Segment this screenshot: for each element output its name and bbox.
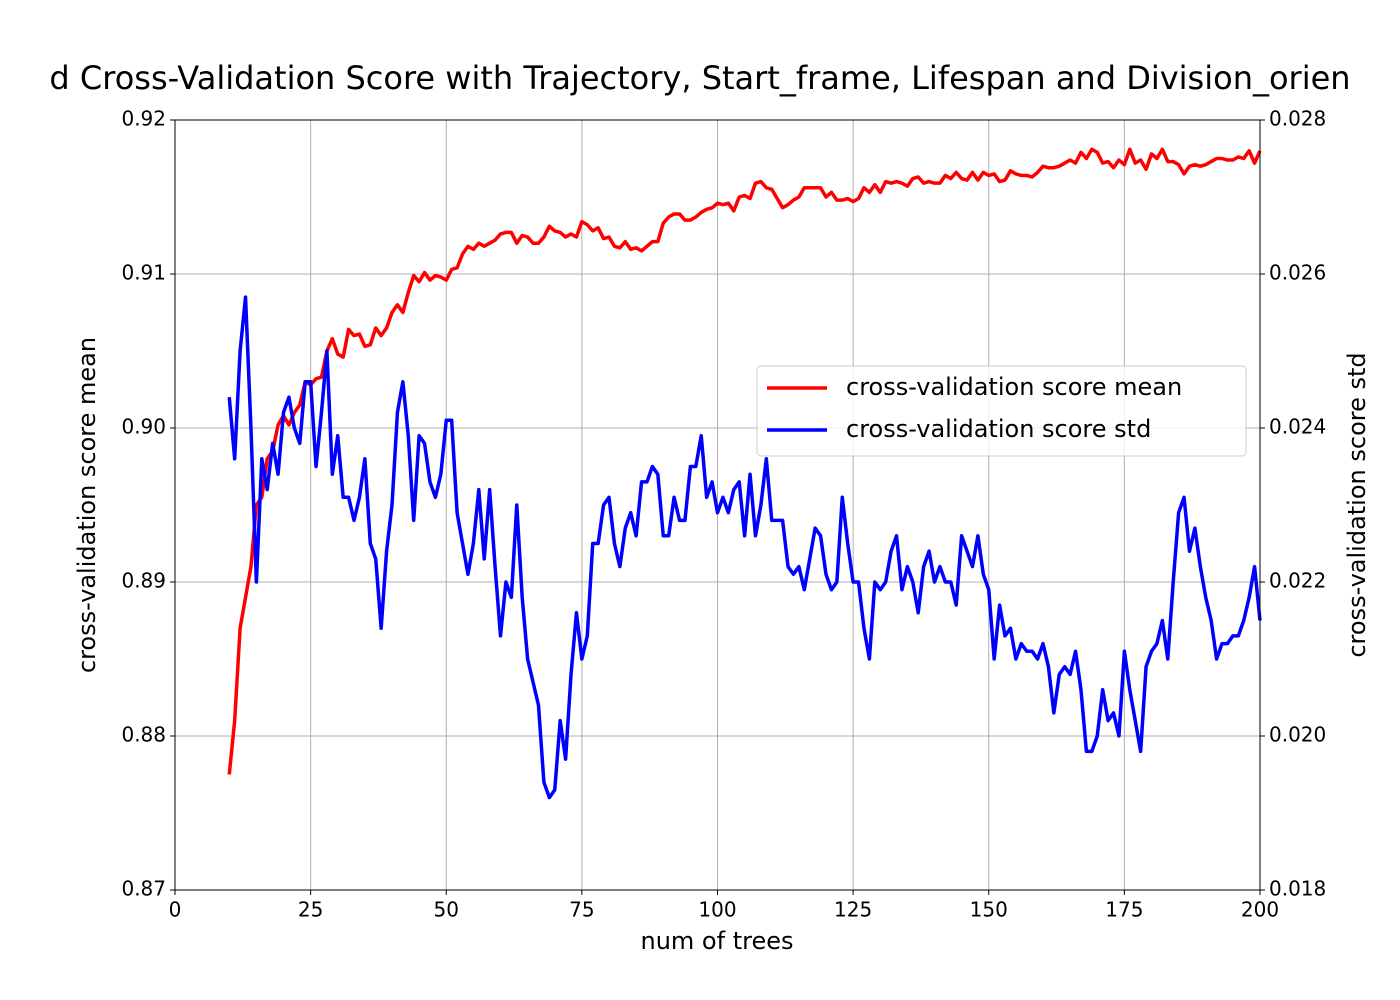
data-line	[227, 147, 1262, 775]
y-tick-label: 0.88	[121, 723, 166, 747]
y-axis-label: cross-validation score mean	[73, 337, 101, 673]
y-tick-label: 0.92	[121, 107, 166, 131]
legend-box	[756, 365, 1247, 457]
y2-axis-label: cross-validation score std	[1343, 352, 1371, 657]
legend-label: cross-validation score std	[846, 415, 1151, 443]
chart-title: d Cross-Validation Score with Trajectory…	[49, 59, 1350, 97]
x-axis-label: num of trees	[641, 927, 794, 955]
data-line	[227, 295, 1262, 800]
y2-tick-label: 0.022	[1269, 569, 1326, 593]
y-tick-label: 0.91	[121, 261, 166, 285]
y2-tick-label: 0.018	[1269, 877, 1326, 901]
x-tick-label: 25	[298, 898, 323, 922]
x-tick-label: 75	[569, 898, 594, 922]
y2-tick-label: 0.024	[1269, 415, 1326, 439]
x-tick-label: 150	[970, 898, 1008, 922]
x-tick-label: 125	[834, 898, 872, 922]
x-tick-label: 50	[434, 898, 459, 922]
y-tick-label: 0.89	[121, 569, 166, 593]
y-tick-label: 0.87	[121, 877, 166, 901]
y2-tick-label: 0.020	[1269, 723, 1326, 747]
legend-label: cross-validation score mean	[846, 373, 1182, 401]
y2-tick-label: 0.028	[1269, 107, 1326, 131]
x-tick-label: 0	[169, 898, 182, 922]
y-tick-label: 0.90	[121, 415, 166, 439]
y2-tick-label: 0.026	[1269, 261, 1326, 285]
x-tick-label: 100	[698, 898, 736, 922]
plot-frame	[174, 119, 1261, 891]
x-tick-label: 175	[1105, 898, 1143, 922]
x-tick-label: 200	[1241, 898, 1279, 922]
